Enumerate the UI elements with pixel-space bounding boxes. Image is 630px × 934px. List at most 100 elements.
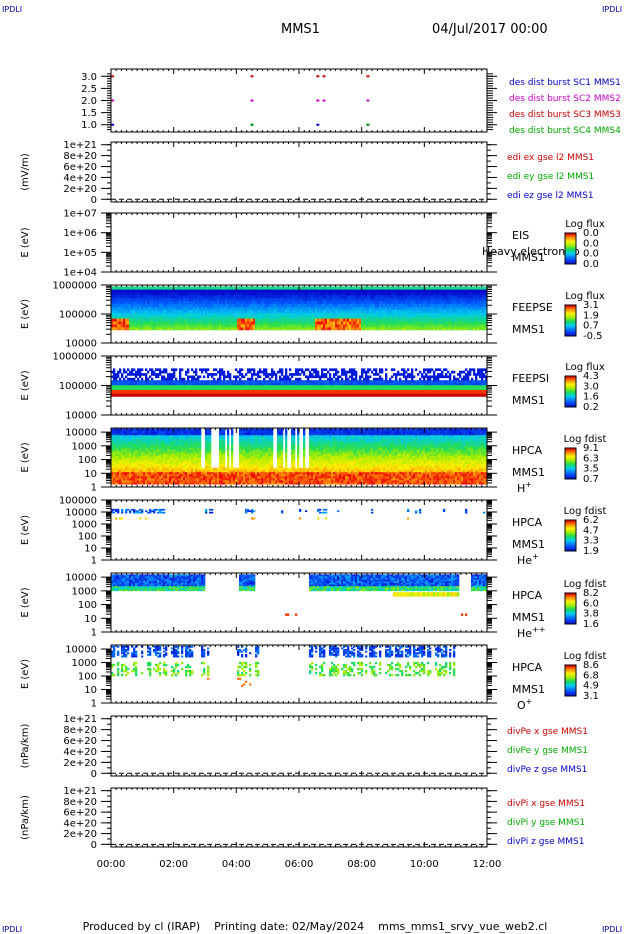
heatmap-cell [117,303,120,308]
heatmap-cell [393,384,396,388]
heatmap-cell [131,380,134,383]
heatmap-cell [171,315,174,319]
heatmap-cell [149,384,152,388]
heatmap-cell [243,375,246,379]
heatmap-cell [483,289,486,293]
heatmap-cell [289,312,292,316]
heatmap-cell [399,324,402,328]
heatmap-cell [331,321,334,325]
heatmap-cell [169,389,172,393]
heatmap-cell [203,298,206,302]
heatmap-cell [441,309,444,313]
y-tick-label: 3.0 [81,72,97,83]
heatmap-cell [299,286,302,290]
heatmap-cell [147,289,150,293]
heatmap-cell [141,286,144,290]
heatmap-cell [195,368,198,372]
heatmap-cell [255,295,258,299]
heatmap-cell [251,315,254,319]
heatmap-cell [133,318,136,322]
heatmap-cell [465,303,468,308]
heatmap-cell [329,300,332,305]
heatmap-cell [323,289,326,293]
heatmap-cell [139,324,142,328]
heatmap-cell [131,382,134,386]
colorbar-step [565,316,576,318]
heatmap-cell [191,286,194,290]
heatmap-cell [227,327,230,331]
heatmap-cell [339,391,342,395]
heatmap-cell [343,380,346,383]
heatmap-cell [165,306,168,310]
heatmap-cell [221,309,224,313]
heatmap-cell [205,327,208,331]
heatmap-cell [149,292,152,296]
heatmap-cell [383,303,386,308]
heatmap-cell [233,327,236,331]
heatmap-cell [381,321,384,325]
heatmap-cell [209,389,212,393]
heatmap-cell [183,303,186,308]
heatmap-cell [377,373,380,376]
heatmap-cell [347,391,350,395]
heatmap-cell [189,309,192,313]
heatmap-cell [249,289,252,293]
heatmap-cell [145,368,148,372]
heatmap-cell [187,286,190,290]
heatmap-cell [317,312,320,316]
heatmap-cell [229,300,232,305]
heatmap-cell [363,380,366,383]
heatmap-cell [425,295,428,299]
heatmap-cell [435,309,438,313]
heatmap-cell [357,315,360,319]
heatmap-cell [439,324,442,328]
heatmap-cell [135,312,138,316]
heatmap-cell [163,380,166,383]
heatmap-cell [157,289,160,293]
heatmap-cell [179,298,182,302]
heatmap-cell [357,298,360,302]
heatmap-cell [185,318,188,322]
heatmap-cell [265,327,268,331]
heatmap-cell [171,380,174,383]
heatmap-cell [411,289,414,293]
heatmap-cell [267,312,270,316]
heatmap-cell [369,380,372,383]
heatmap-cell [227,306,230,310]
heatmap-cell [395,303,398,308]
heatmap-cell [189,318,192,322]
heatmap-cell [457,321,460,325]
heatmap-cell [387,321,390,325]
heatmap-cell [155,380,158,383]
heatmap-cell [217,382,220,386]
heatmap-cell [167,286,170,290]
y-axis-label: E (eV) [20,227,31,257]
heatmap-cell [423,318,426,322]
heatmap-cell [393,315,396,319]
heatmap-cell [423,300,426,305]
heatmap-cell [465,300,468,305]
heatmap-cell [421,298,424,302]
heatmap-cell [257,327,260,331]
heatmap-cell [215,380,218,383]
heatmap-cell [145,289,148,293]
heatmap-cell [279,292,282,296]
heatmap-cell [163,324,166,328]
heatmap-cell [313,380,316,383]
heatmap-cell [305,286,308,290]
heatmap-cell [335,306,338,310]
heatmap-cell [345,373,348,376]
heatmap-cell [457,300,460,305]
heatmap-cell [309,373,312,376]
colorbar-step [565,313,576,315]
heatmap-cell [175,289,178,293]
y-tick-label: 2e+20 [63,184,97,195]
heatmap-cell [167,303,170,308]
heatmap-cell [285,295,288,299]
heatmap-cell [259,303,262,308]
heatmap-cell [195,321,198,325]
heatmap-cell [113,327,116,331]
heatmap-cell [143,300,146,305]
heatmap-cell [481,327,484,331]
heatmap-cell [305,289,308,293]
